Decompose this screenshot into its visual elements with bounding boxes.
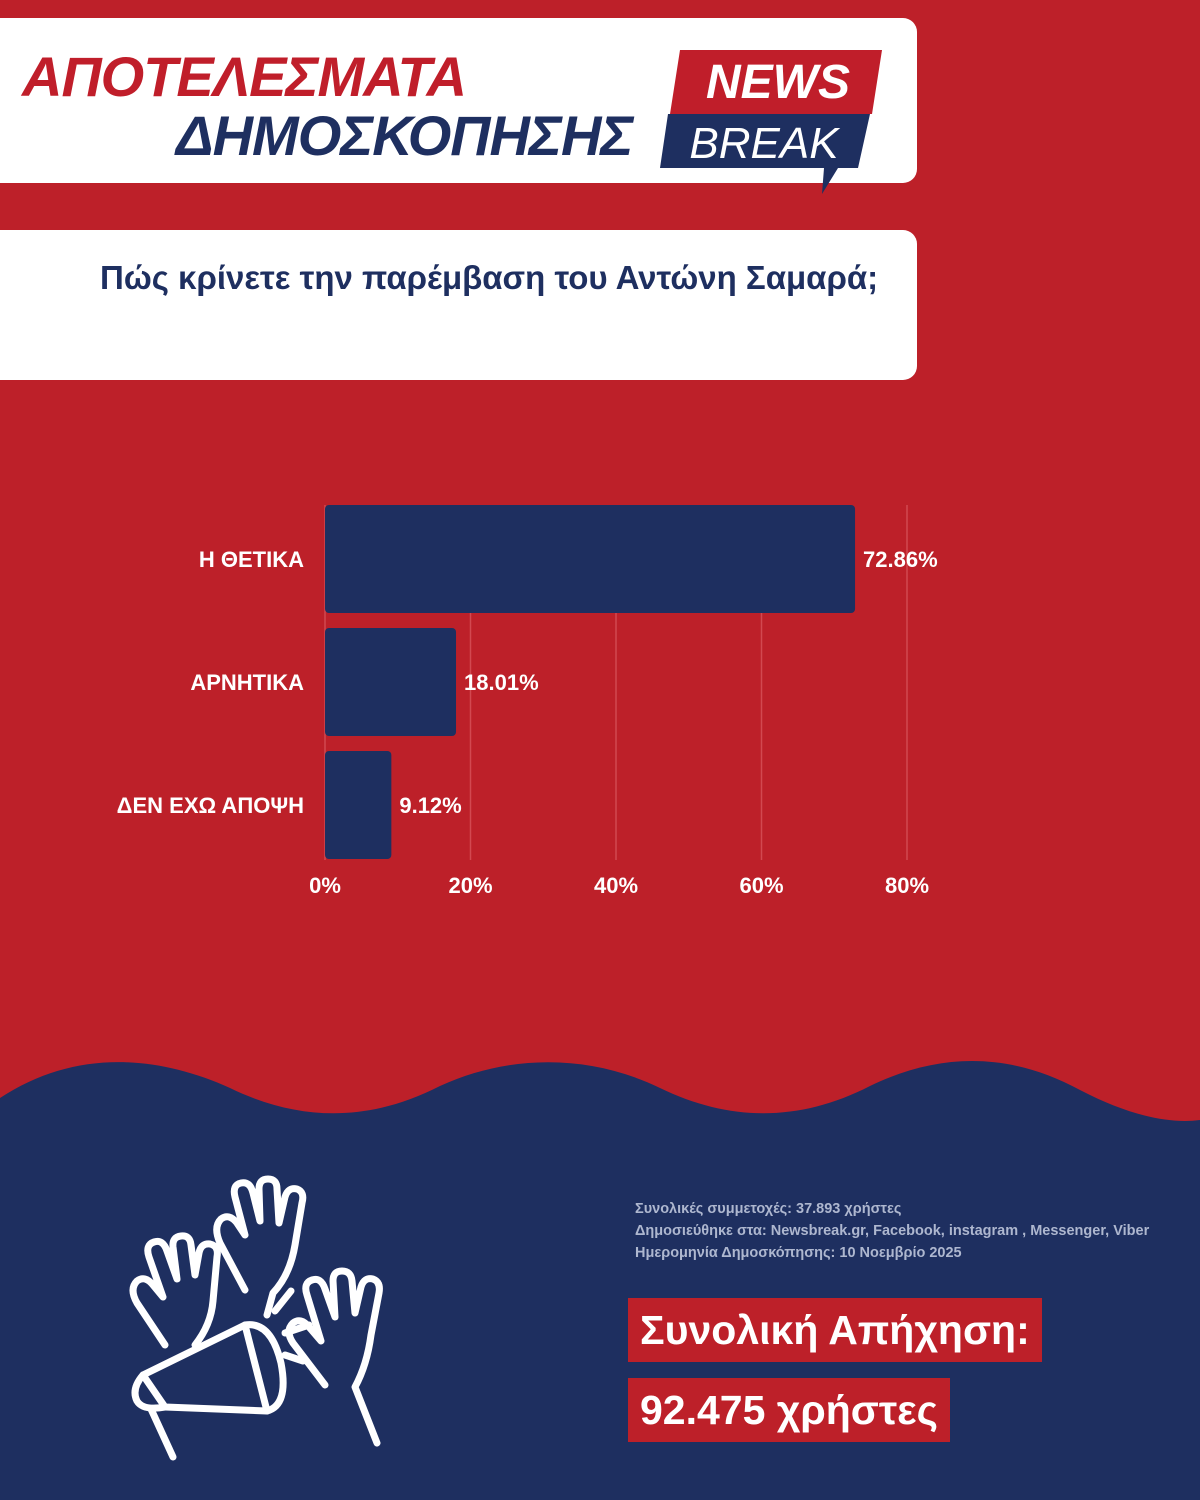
value-label: 18.01% (464, 670, 539, 695)
category-label: Η ΘΕΤΙΚΑ (199, 547, 304, 572)
poll-meta: Συνολικές συμμετοχές: 37.893 χρήστες Δημ… (635, 1199, 1175, 1265)
meta-participants: Συνολικές συμμετοχές: 37.893 χρήστες (635, 1201, 902, 1217)
logo-news-text: NEWS (706, 56, 850, 109)
poll-question: Πώς κρίνετε την παρέμβαση του Αντώνη Σαμ… (100, 259, 879, 296)
total-reach-value: 92.475 χρήστες (628, 1378, 950, 1442)
bar (325, 628, 457, 736)
bar-layer (325, 505, 856, 859)
total-reach-label: Συνολική Απήχηση: (628, 1298, 1042, 1362)
bar (325, 751, 392, 859)
x-tick-label: 0% (309, 873, 341, 898)
x-tick-label: 40% (594, 873, 638, 898)
label-layer: Η ΘΕΤΙΚΑ 72.86% ΑΡΝΗΤΙΚΑ 18.01% ΔΕΝ ΕΧΩ ΑΠΟΨ… (117, 547, 938, 818)
logo-red-band (670, 50, 882, 114)
x-tick-label: 20% (448, 873, 492, 898)
raised-hands-megaphone-icon (129, 1175, 383, 1461)
logo-break-text: BREAK (689, 119, 840, 168)
value-label: 9.12% (399, 793, 461, 818)
title-line-2: ΔΗΜΟΣΚΟΠΗΣΗΣ (176, 104, 633, 167)
newsbreak-logo: NEWS BREAK (660, 50, 882, 194)
bar (325, 505, 856, 613)
tick-layer: 0% 20% 40% 60% 80% (309, 873, 929, 898)
x-tick-label: 80% (885, 873, 929, 898)
category-label: ΔΕΝ ΕΧΩ ΑΠΟΨΗ (117, 793, 304, 818)
meta-published: Δημοσιεύθηκε στα: Newsbreak.gr, Facebook… (635, 1223, 1150, 1239)
meta-date: Ημερομηνία Δημοσκόπησης: 10 Νοεμβρίο 202… (635, 1245, 962, 1261)
question-card (0, 230, 917, 380)
results-bar-chart: Η ΘΕΤΙΚΑ 72.86% ΑΡΝΗΤΙΚΑ 18.01% ΔΕΝ ΕΧΩ ΑΠΟΨ… (117, 505, 938, 898)
value-label: 72.86% (863, 547, 938, 572)
category-label: ΑΡΝΗΤΙΚΑ (190, 670, 304, 695)
title-line-1: ΑΠΟΤΕΛΕΣΜΑΤΑ (22, 45, 467, 108)
logo-navy-band (660, 114, 870, 194)
x-tick-label: 60% (739, 873, 783, 898)
